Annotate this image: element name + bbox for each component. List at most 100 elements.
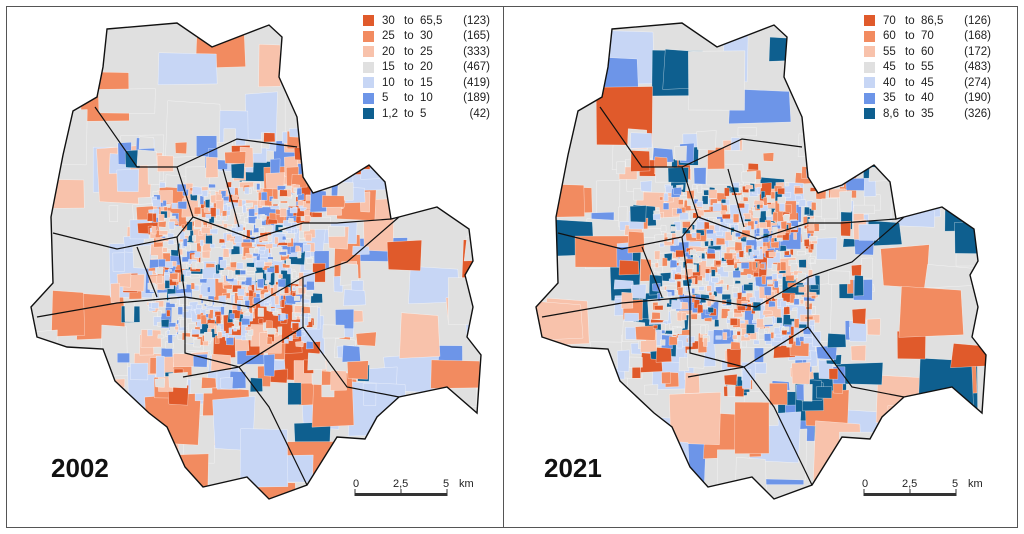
map-zone [199, 195, 204, 205]
map-zone [763, 197, 768, 206]
map-zone [768, 36, 795, 62]
map-zone [399, 312, 441, 359]
map-zone [307, 352, 327, 371]
legend-to: to [905, 45, 915, 58]
map-zone [780, 261, 787, 271]
map-zone [157, 321, 162, 327]
map-zone [753, 199, 764, 205]
map-zone [828, 368, 839, 380]
map-zone [273, 284, 278, 293]
map-zone [297, 251, 302, 259]
map-zone [178, 282, 187, 289]
map-zone [124, 149, 141, 169]
map-zone [171, 202, 178, 209]
map-zone [308, 130, 322, 143]
map-zone [124, 302, 135, 323]
legend-to: to [404, 92, 414, 105]
map-zone [179, 318, 188, 328]
map-zone [266, 336, 273, 345]
map-zone [677, 287, 684, 296]
map-zone [248, 481, 297, 499]
map-zone [152, 199, 161, 207]
map-zone [223, 204, 228, 212]
map-zone [676, 311, 683, 322]
map-zone [696, 232, 701, 240]
map-zone [827, 333, 847, 348]
legend-count: (419) [463, 76, 490, 89]
map-zone [663, 202, 670, 210]
map-zone [687, 336, 695, 343]
district-boundary [136, 246, 158, 298]
map-zone [281, 299, 285, 308]
map-zone [663, 192, 669, 202]
map-zone [761, 275, 767, 285]
legend-hi: 25 [420, 45, 433, 58]
legend-hi: 55 [921, 61, 934, 74]
map-zone [31, 350, 87, 388]
map-zone [151, 302, 159, 309]
scale-label-t0: 0 [862, 478, 868, 490]
map-zone [223, 196, 230, 202]
map-zone [233, 319, 239, 328]
map-zone [715, 237, 726, 246]
map-zone [624, 312, 639, 322]
map-zone [282, 235, 287, 241]
map-zone [751, 261, 757, 271]
map-zone [167, 239, 175, 245]
map-zone [667, 292, 672, 298]
map-zone [788, 335, 794, 345]
map-zone [270, 246, 283, 262]
map-zone [201, 250, 211, 259]
legend-to: to [905, 107, 915, 120]
legend-count: (189) [463, 92, 490, 105]
map-zone [794, 187, 804, 195]
map-zone [305, 142, 319, 156]
map-zone [793, 298, 800, 305]
legend-to: to [905, 14, 915, 27]
legend-hi: 45 [921, 76, 934, 89]
map-zone [237, 276, 247, 281]
map-panel-2021: 70 to 86,5 (126) 60 to 70 (168) 55 to 60 (172) 45 to 5… [503, 6, 1018, 528]
legend-hi: 65,5 [420, 14, 443, 27]
map-zone [795, 195, 803, 201]
map-zone [743, 284, 753, 291]
map-zone [803, 384, 813, 402]
map-zone [721, 244, 727, 251]
map-zone [201, 190, 208, 197]
map-zone [228, 327, 233, 335]
map-zone [209, 228, 219, 235]
map-zone [987, 187, 1017, 247]
map-zone [673, 187, 682, 196]
legend-to: to [905, 76, 915, 89]
map-zone [644, 384, 659, 396]
map-zone [267, 218, 278, 225]
map-zone [759, 227, 764, 236]
map-zone [278, 202, 289, 210]
map-zone [950, 343, 986, 368]
map-zone [291, 292, 296, 297]
map-zone [280, 313, 286, 320]
map-zone [851, 264, 862, 277]
map-zone [304, 317, 309, 326]
legend-count: (467) [463, 61, 490, 74]
map-zone [161, 348, 173, 358]
scale-label-t2: 5 [443, 478, 449, 490]
map-zone [751, 207, 756, 211]
map-zone [285, 84, 335, 136]
map-zone [157, 52, 218, 85]
choropleth-map [535, 22, 1017, 500]
map-zone [210, 207, 217, 217]
map-zone [233, 326, 238, 332]
map-zone [616, 349, 630, 372]
map-zone [172, 261, 177, 267]
legend-lo: 15 [382, 61, 395, 74]
map-zone [318, 81, 363, 118]
map-zone [722, 332, 728, 340]
map-zone [689, 249, 697, 256]
map-zone [729, 249, 737, 254]
map-zone [175, 141, 188, 154]
map-zone [294, 228, 298, 234]
map-zone [289, 207, 298, 214]
legend-swatch [363, 92, 374, 104]
map-zone [853, 275, 864, 297]
